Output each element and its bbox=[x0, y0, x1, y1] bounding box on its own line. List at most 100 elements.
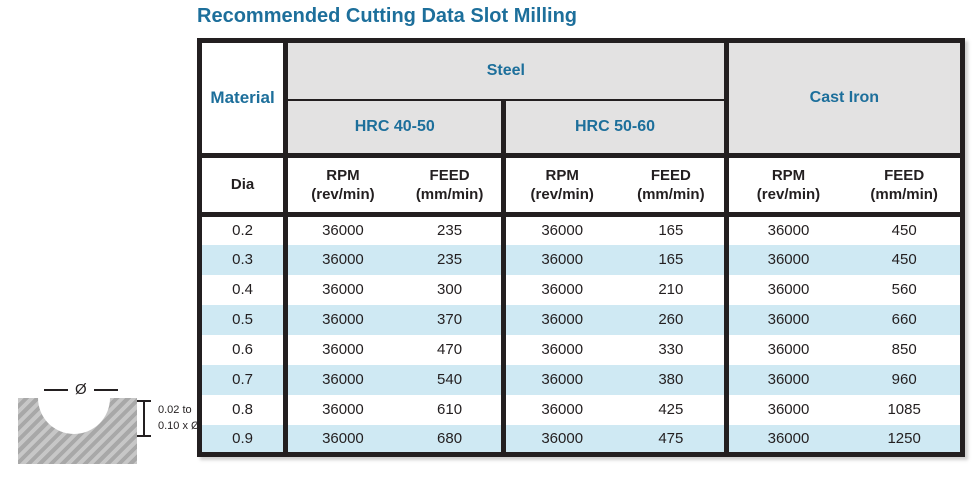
cell-feed-cast-iron: 960 bbox=[848, 364, 963, 395]
cell-feed-steel-4050: 370 bbox=[397, 304, 504, 335]
material-header: Material bbox=[199, 40, 286, 156]
dia-column-header: Dia bbox=[199, 153, 286, 215]
cell-rpm-cast-iron: 36000 bbox=[723, 424, 849, 455]
rpm-column-header-steel-4050: RPM (rev/min) bbox=[283, 153, 398, 215]
cell-feed-steel-4050: 235 bbox=[397, 212, 504, 245]
slot-notch bbox=[38, 398, 110, 434]
rpm-title: RPM bbox=[771, 166, 806, 184]
cell-feed-steel-4050: 235 bbox=[397, 244, 504, 275]
table-row: 0.2 36000 235 36000 165 36000 450 bbox=[199, 212, 963, 245]
cell-feed-cast-iron: 850 bbox=[891, 341, 917, 358]
cell-rpm-steel-5060: 36000 bbox=[501, 274, 619, 305]
diameter-left-dash bbox=[44, 388, 68, 391]
cell-feed-steel-5060: 210 bbox=[658, 281, 684, 298]
cell-dia: 0.8 bbox=[232, 401, 253, 418]
table-row: 0.4 36000 300 36000 210 36000 560 bbox=[200, 274, 963, 305]
cell-dia: 0.9 bbox=[199, 424, 286, 455]
feed-title: FEED bbox=[429, 166, 470, 184]
cell-feed-steel-5060: 260 bbox=[618, 304, 727, 335]
header-row-columns: Dia RPM (rev/min) FEED (mm/min) RPM (rev… bbox=[199, 153, 963, 215]
feed-column-header-steel-4050: FEED (mm/min) bbox=[397, 153, 504, 215]
depth-note-line2: 0.10 x Ø bbox=[158, 419, 200, 432]
cell-rpm-steel-4050: 36000 bbox=[283, 394, 398, 425]
cell-dia: 0.6 bbox=[232, 341, 253, 358]
table-row: 0.3 36000 235 36000 165 36000 450 bbox=[199, 244, 963, 275]
cell-rpm-steel-5060: 36000 bbox=[501, 244, 619, 275]
cell-rpm-steel-5060: 36000 bbox=[501, 212, 619, 245]
dimension-stem bbox=[143, 400, 145, 437]
feed-unit: (mm/min) bbox=[637, 186, 705, 203]
cell-rpm-steel-4050: 36000 bbox=[283, 424, 398, 455]
cell-dia: 0.3 bbox=[199, 244, 286, 275]
table-row: 0.7 36000 540 36000 380 36000 960 bbox=[199, 364, 963, 395]
cell-feed-cast-iron: 450 bbox=[848, 244, 963, 275]
cell-feed-steel-5060: 165 bbox=[618, 244, 727, 275]
cell-dia: 0.5 bbox=[199, 304, 286, 335]
feed-column-header-steel-5060: FEED (mm/min) bbox=[618, 153, 727, 215]
cell-feed-steel-4050: 680 bbox=[397, 424, 504, 455]
cell-feed-steel-5060: 425 bbox=[658, 401, 684, 418]
feed-title: FEED bbox=[884, 166, 925, 184]
cell-feed-cast-iron: 1085 bbox=[887, 401, 921, 418]
hrc-40-50-header: HRC 40-50 bbox=[283, 98, 504, 156]
cell-feed-cast-iron: 450 bbox=[848, 212, 963, 245]
diameter-callout: Ø bbox=[44, 382, 118, 397]
page-title: Recommended Cutting Data Slot Milling bbox=[197, 5, 578, 27]
depth-note: 0.02 to 0.10 x Ø bbox=[158, 403, 200, 435]
cutting-data-table: Material Steel Cast Iron HRC 40-50 HRC 5… bbox=[197, 38, 965, 457]
cell-dia: 0.2 bbox=[199, 212, 286, 245]
cast-iron-group-header: Cast Iron bbox=[723, 40, 963, 156]
cell-rpm-steel-5060: 36000 bbox=[501, 394, 619, 425]
cell-rpm-steel-4050: 36000 bbox=[283, 304, 398, 335]
cell-feed-steel-4050: 300 bbox=[437, 281, 463, 298]
cell-rpm-cast-iron: 36000 bbox=[723, 304, 849, 335]
table-row: 0.5 36000 370 36000 260 36000 660 bbox=[199, 304, 963, 335]
cell-rpm-steel-5060: 36000 bbox=[501, 424, 619, 455]
cell-feed-steel-4050: 610 bbox=[437, 401, 463, 418]
cell-rpm-cast-iron: 36000 bbox=[723, 274, 849, 305]
table-row: 0.8 36000 610 36000 425 36000 1085 bbox=[200, 394, 963, 425]
cell-feed-steel-5060: 380 bbox=[618, 364, 727, 395]
cell-rpm-steel-5060: 36000 bbox=[501, 334, 619, 365]
header-row-hardness: HRC 40-50 HRC 50-60 bbox=[200, 98, 963, 156]
depth-note-line1: 0.02 to bbox=[158, 404, 192, 416]
hrc-50-60-header: HRC 50-60 bbox=[501, 98, 727, 156]
cell-feed-steel-5060: 165 bbox=[618, 212, 727, 245]
cell-rpm-cast-iron: 36000 bbox=[723, 334, 849, 365]
cell-feed-steel-4050: 540 bbox=[397, 364, 504, 395]
cell-feed-steel-4050: 470 bbox=[437, 341, 463, 358]
table-row: 0.9 36000 680 36000 475 36000 1250 bbox=[199, 424, 963, 455]
cell-rpm-cast-iron: 36000 bbox=[723, 364, 849, 395]
depth-dimension-line bbox=[137, 400, 153, 437]
cell-feed-steel-5060: 330 bbox=[658, 341, 684, 358]
cell-rpm-cast-iron: 36000 bbox=[723, 244, 849, 275]
rpm-title: RPM bbox=[545, 166, 579, 184]
dimension-tick-bottom bbox=[137, 435, 151, 437]
cell-rpm-steel-4050: 36000 bbox=[283, 274, 398, 305]
diameter-symbol: Ø bbox=[75, 381, 87, 398]
cutting-data-table-wrapper: Material Steel Cast Iron HRC 40-50 HRC 5… bbox=[197, 38, 965, 457]
cell-rpm-steel-4050: 36000 bbox=[283, 334, 398, 365]
header-row-materials: Material Steel Cast Iron bbox=[199, 40, 963, 156]
rpm-title: RPM bbox=[326, 166, 360, 184]
cell-rpm-steel-5060: 36000 bbox=[501, 304, 619, 335]
slot-cross-section-diagram: Ø 0.02 to 0.10 x Ø bbox=[0, 374, 215, 474]
table-row: 0.6 36000 470 36000 330 36000 850 bbox=[200, 334, 963, 365]
table-body: 0.2 36000 235 36000 165 36000 450 0.3 36000 235 36… bbox=[199, 212, 963, 455]
cell-rpm-steel-4050: 36000 bbox=[283, 364, 398, 395]
cell-feed-cast-iron: 660 bbox=[848, 304, 963, 335]
cell-dia: 0.4 bbox=[232, 281, 253, 298]
rpm-unit: (rev/min) bbox=[756, 186, 821, 203]
cell-rpm-cast-iron: 36000 bbox=[723, 394, 849, 425]
rpm-unit: (rev/min) bbox=[530, 186, 594, 203]
rpm-column-header-steel-5060: RPM (rev/min) bbox=[501, 153, 619, 215]
hatched-material-block bbox=[18, 398, 137, 464]
cell-rpm-steel-5060: 36000 bbox=[501, 364, 619, 395]
cell-rpm-steel-4050: 36000 bbox=[283, 212, 398, 245]
cell-feed-steel-5060: 475 bbox=[618, 424, 727, 455]
cell-rpm-cast-iron: 36000 bbox=[723, 212, 849, 245]
steel-group-header: Steel bbox=[283, 40, 727, 100]
feed-column-header-cast-iron: FEED (mm/min) bbox=[848, 153, 963, 215]
rpm-unit: (rev/min) bbox=[311, 186, 375, 203]
